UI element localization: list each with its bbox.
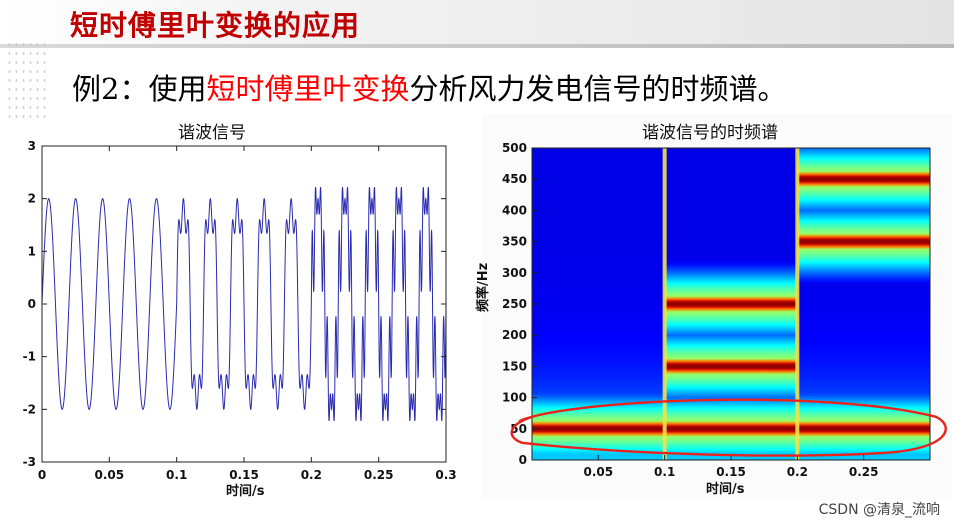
spectrogram-xtick-label: 0.15 bbox=[716, 465, 746, 479]
spectrogram-ytick-label: 250 bbox=[502, 297, 527, 311]
spectrogram-chart: 谐波信号的时频谱 0.05 0.1 0.15 0.2 0.25 0 50 100 150 200 2… bbox=[476, 114, 952, 500]
spectrogram-ytick-label: 350 bbox=[502, 235, 527, 249]
signal-ytick-label: 2 bbox=[28, 192, 36, 206]
slide-subtitle: 例2：使用短时傅里叶变换分析风力发电信号的时频谱。 bbox=[72, 66, 786, 108]
subtitle-prefix: 例2：使用 bbox=[72, 72, 207, 106]
spectrogram-ytick-label: 200 bbox=[502, 328, 527, 342]
spectrogram-xlabel: 时间/s bbox=[706, 482, 745, 497]
signal-plot: 0 0.05 0.1 0.15 0.2 0.25 0.3 -3 -2 -1 0 1 2 3 bbox=[23, 139, 457, 482]
signal-xtick-label: 0.25 bbox=[364, 468, 394, 482]
annotation-ellipse bbox=[510, 398, 947, 457]
watermark: CSDN @清泉_流响 bbox=[818, 502, 940, 518]
signal-xtick-label: 0.15 bbox=[229, 468, 259, 482]
signal-ytick-label: -3 bbox=[23, 455, 36, 469]
signal-xlabel: 时间/s bbox=[226, 484, 265, 499]
chart-title-spectrogram: 谐波信号的时频谱 bbox=[642, 123, 778, 143]
spectrogram-ytick-label: 400 bbox=[502, 203, 527, 217]
signal-series-line bbox=[42, 186, 446, 422]
spectrogram-ytick-label: 450 bbox=[502, 172, 527, 186]
signal-ytick-label: 3 bbox=[28, 139, 36, 153]
signal-ytick-label: -2 bbox=[23, 402, 36, 416]
signal-xtick-label: 0 bbox=[38, 468, 46, 482]
slide-title: 短时傅里叶变换的应用 bbox=[70, 9, 361, 42]
signal-ytick-label: 0 bbox=[28, 297, 36, 311]
signal-xtick-label: 0.1 bbox=[166, 468, 187, 482]
spectrogram-plot: 0.05 0.1 0.15 0.2 0.250501001502002503003504… bbox=[502, 141, 947, 479]
signal-ytick-label: 1 bbox=[28, 244, 36, 258]
signal-ytick-label: -1 bbox=[23, 350, 36, 364]
spectrogram-segment bbox=[797, 148, 930, 460]
subtitle-suffix: 分析风力发电信号的时频谱。 bbox=[409, 72, 787, 106]
spectrogram-segment bbox=[664, 148, 798, 460]
spectrogram-ylabel: 频率/Hz bbox=[476, 262, 491, 312]
spectrogram-segment bbox=[532, 148, 665, 460]
signal-xtick-label: 0.3 bbox=[435, 468, 456, 482]
decorative-dots bbox=[6, 40, 46, 120]
spectrogram-xtick-label: 0.1 bbox=[654, 465, 675, 479]
spectrogram-ytick-label: 150 bbox=[502, 359, 527, 373]
spectrogram-xtick-label: 0.25 bbox=[849, 465, 879, 479]
spectrogram-boundary-line bbox=[662, 148, 667, 460]
spectrogram-ytick-label: 0 bbox=[519, 453, 527, 467]
subtitle-highlight: 短时傅里叶变换 bbox=[206, 72, 410, 106]
signal-xtick-label: 0.05 bbox=[95, 468, 125, 482]
header-divider bbox=[0, 44, 954, 48]
signal-xtick-label: 0.2 bbox=[301, 468, 322, 482]
spectrogram-boundary-line bbox=[795, 148, 800, 460]
chart-title-signal: 谐波信号 bbox=[178, 123, 246, 143]
spectrogram-ytick-label: 500 bbox=[502, 141, 527, 155]
spectrogram-ytick-label: 300 bbox=[502, 266, 527, 280]
spectrogram-xtick-label: 0.05 bbox=[584, 465, 614, 479]
spectrogram-xtick-label: 0.2 bbox=[787, 465, 808, 479]
spectrogram-ytick-label: 100 bbox=[502, 391, 527, 405]
harmonic-signal-chart: 谐波信号 0 0.05 0.1 0.15 0.2 0.25 0.3 -3 -2 -1 0 1 2 3 时间… bbox=[0, 118, 466, 499]
header-band bbox=[0, 0, 954, 44]
